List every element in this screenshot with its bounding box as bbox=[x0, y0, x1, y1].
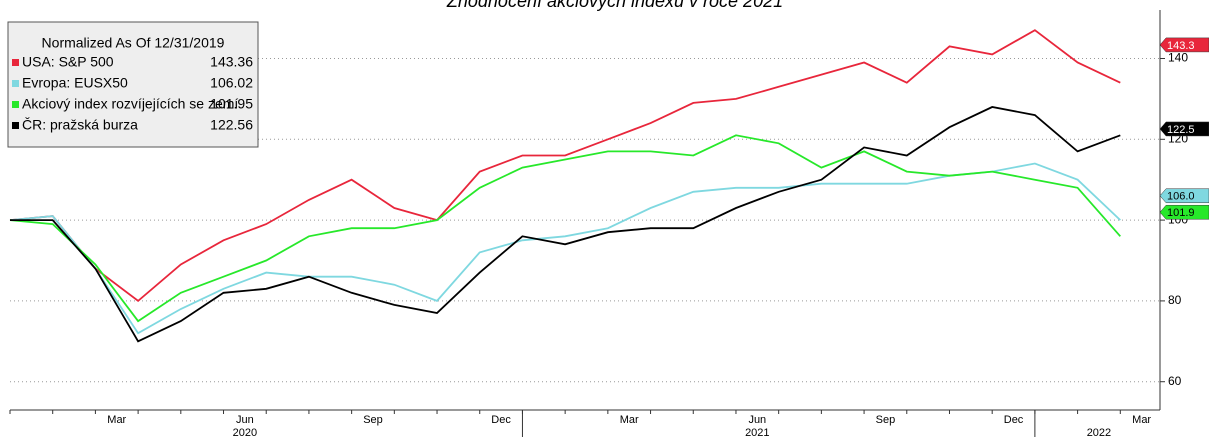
legend-value: 106.02 bbox=[210, 75, 253, 91]
series-line bbox=[9, 29, 1121, 303]
x-tick-label: Jun bbox=[748, 414, 766, 426]
value-tag-box bbox=[1159, 121, 1209, 137]
legend-swatch bbox=[12, 122, 19, 129]
legend-value: 122.56 bbox=[210, 117, 253, 133]
legend-title: Normalized As Of 12/31/2019 bbox=[42, 35, 225, 51]
value-tag: 143.3 bbox=[1159, 37, 1209, 53]
chart-title: Zhodnocení akciových indexů v roce 2021 bbox=[446, 0, 783, 11]
y-tick-label: 60 bbox=[1168, 374, 1182, 388]
legend-label: Akciový index rozvíjejících se zemí bbox=[22, 96, 238, 112]
y-tick-label: 140 bbox=[1168, 51, 1188, 65]
x-tick-label: Jun bbox=[236, 414, 254, 426]
legend-label: Evropa: EUSX50 bbox=[22, 75, 128, 91]
value-tag-label: 122.5 bbox=[1167, 124, 1195, 136]
x-tick-label: Sep bbox=[876, 414, 896, 426]
x-tick-label: Mar bbox=[620, 414, 639, 426]
series-line bbox=[10, 106, 1121, 343]
legend-swatch bbox=[12, 101, 19, 108]
legend-box bbox=[7, 21, 259, 148]
value-tag: 106.0 bbox=[1159, 188, 1209, 204]
legend-label: ČR: pražská burza bbox=[22, 117, 138, 133]
value-tag: 101.9 bbox=[1159, 204, 1209, 220]
x-tick-label: Dec bbox=[491, 414, 511, 426]
x-tick-label: Sep bbox=[363, 414, 383, 426]
y-tick-label: 80 bbox=[1168, 293, 1182, 307]
series-line bbox=[9, 134, 1121, 323]
value-tag-label: 143.3 bbox=[1167, 40, 1195, 52]
legend-swatch bbox=[12, 59, 19, 66]
x-tick-label: Dec bbox=[1004, 414, 1024, 426]
value-tag-box bbox=[1159, 37, 1209, 53]
year-label: 2021 bbox=[745, 427, 769, 437]
value-tag-label: 101.9 bbox=[1167, 207, 1195, 219]
x-tick-label: Mar bbox=[107, 414, 126, 426]
legend-value: 143.36 bbox=[210, 54, 253, 70]
year-label: 2020 bbox=[233, 427, 257, 437]
value-tag-label: 106.0 bbox=[1167, 191, 1195, 203]
series-line bbox=[9, 162, 1121, 335]
value-tag: 122.5 bbox=[1159, 121, 1209, 137]
legend-swatch bbox=[12, 80, 19, 87]
x-tick-label: Mar bbox=[1132, 414, 1151, 426]
value-tag-box bbox=[1159, 188, 1209, 204]
legend-label: USA: S&P 500 bbox=[22, 54, 114, 70]
year-label: 2022 bbox=[1087, 427, 1111, 437]
value-tag-box bbox=[1159, 204, 1209, 220]
legend-value: 101.95 bbox=[210, 96, 253, 112]
